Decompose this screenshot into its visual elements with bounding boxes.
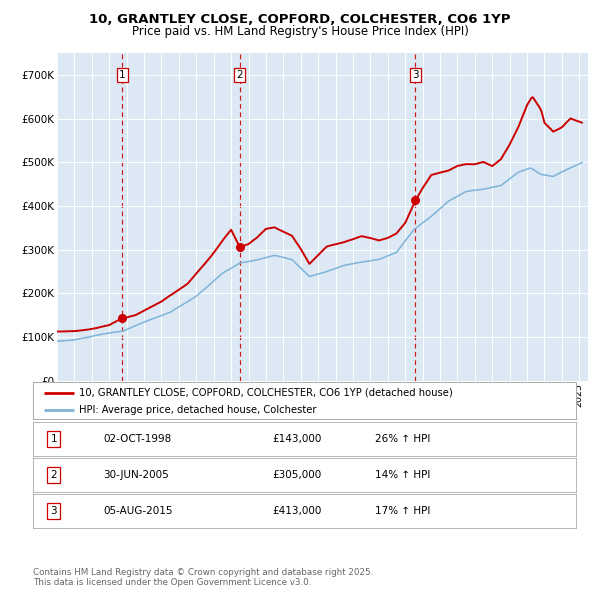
Text: 2: 2 [50, 470, 57, 480]
Text: 17% ↑ HPI: 17% ↑ HPI [375, 506, 430, 516]
Text: 1: 1 [119, 70, 125, 80]
Text: 30-JUN-2005: 30-JUN-2005 [104, 470, 169, 480]
Text: 2: 2 [236, 70, 243, 80]
Text: 3: 3 [50, 506, 57, 516]
Text: 3: 3 [412, 70, 419, 80]
Text: 14% ↑ HPI: 14% ↑ HPI [375, 470, 430, 480]
Text: £143,000: £143,000 [272, 434, 321, 444]
Text: 02-OCT-1998: 02-OCT-1998 [104, 434, 172, 444]
Text: Price paid vs. HM Land Registry's House Price Index (HPI): Price paid vs. HM Land Registry's House … [131, 25, 469, 38]
Text: 10, GRANTLEY CLOSE, COPFORD, COLCHESTER, CO6 1YP (detached house): 10, GRANTLEY CLOSE, COPFORD, COLCHESTER,… [79, 388, 453, 398]
Text: Contains HM Land Registry data © Crown copyright and database right 2025.
This d: Contains HM Land Registry data © Crown c… [33, 568, 373, 587]
Text: 10, GRANTLEY CLOSE, COPFORD, COLCHESTER, CO6 1YP: 10, GRANTLEY CLOSE, COPFORD, COLCHESTER,… [89, 13, 511, 26]
Text: £305,000: £305,000 [272, 470, 321, 480]
Text: £413,000: £413,000 [272, 506, 321, 516]
Text: 05-AUG-2015: 05-AUG-2015 [104, 506, 173, 516]
Text: HPI: Average price, detached house, Colchester: HPI: Average price, detached house, Colc… [79, 405, 317, 415]
Text: 1: 1 [50, 434, 57, 444]
Text: 26% ↑ HPI: 26% ↑ HPI [375, 434, 430, 444]
